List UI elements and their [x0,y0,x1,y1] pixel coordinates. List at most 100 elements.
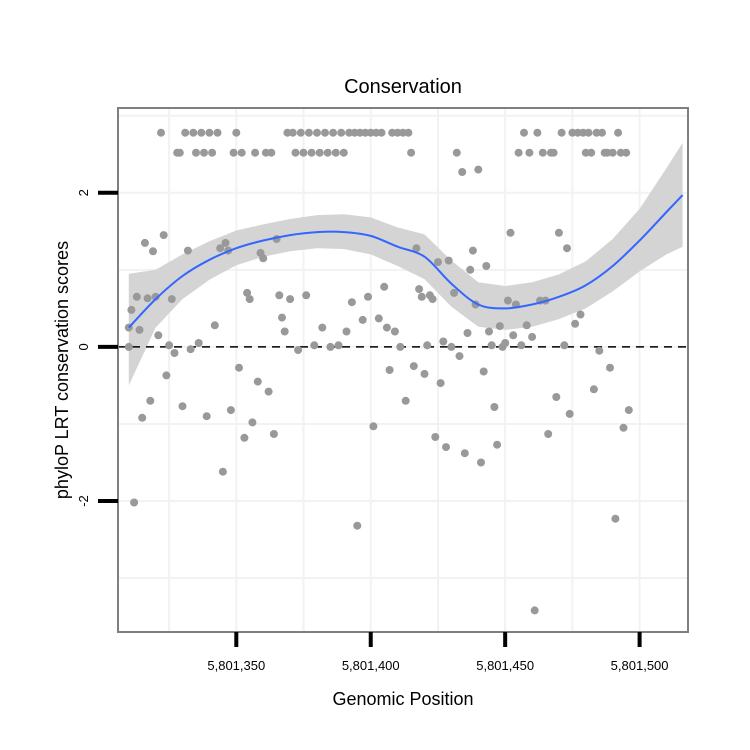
data-point [412,244,421,253]
data-point [269,430,278,438]
data-point [210,321,219,330]
data-point [358,315,367,324]
data-point [216,244,225,253]
data-point [434,258,442,267]
x-tick-label: 5,801,500 [611,658,669,673]
data-point [544,430,553,438]
data-point [514,148,523,157]
data-point [587,148,596,157]
data-point [557,128,566,137]
data-point [407,148,416,157]
data-point [533,128,542,137]
data-point [493,440,502,449]
data-point [221,238,230,247]
data-point [218,467,227,476]
data-point [280,327,289,336]
data-point [315,148,324,157]
data-point [377,128,386,137]
data-point [232,128,241,137]
data-point [420,369,429,378]
data-point [321,128,329,137]
data-point [264,387,273,396]
data-point [401,396,410,405]
data-point [353,521,362,530]
panel-border [117,107,689,633]
data-point [286,295,295,304]
data-point [267,148,276,157]
data-point [530,606,539,615]
data-point [423,341,432,350]
data-point [509,331,518,340]
data-points [124,128,633,615]
data-point [624,406,633,415]
x-tick-label: 5,801,450 [476,658,534,673]
y-axis-title: phyloP LRT conservation scores [52,241,72,499]
data-point [205,128,214,137]
data-point [382,323,391,332]
data-point [495,322,504,331]
data-point [442,443,450,452]
data-point [186,345,195,354]
data-point [576,310,585,319]
data-point [522,321,531,330]
data-point [455,352,464,361]
data-point [380,282,389,291]
data-point [310,341,319,350]
data-point [313,128,321,137]
data-point [385,366,394,374]
data-point [563,244,571,253]
data-point [237,148,246,157]
data-point [251,148,260,157]
data-point [149,247,157,256]
data-point [342,327,351,336]
data-point [235,363,243,372]
data-point [409,362,418,371]
data-point [291,148,300,157]
data-point [143,294,152,303]
data-point [326,342,335,351]
data-point [159,231,168,240]
data-point [200,148,208,157]
data-point [479,367,488,376]
data-point [571,319,580,328]
data-point [253,377,262,386]
data-point [192,148,200,157]
data-point [458,168,467,176]
data-point [275,291,284,300]
data-point [347,298,356,307]
data-point [460,449,469,458]
data-point [183,246,192,255]
data-point [619,423,628,432]
data-point [584,128,593,137]
data-point [525,148,534,157]
data-point [296,128,305,137]
data-point [396,342,405,351]
data-point [450,288,459,297]
data-point [229,148,238,157]
data-point [549,148,558,157]
data-point [364,292,372,301]
data-point [439,337,448,346]
data-point [130,498,139,507]
data-point [503,296,512,305]
data-point [337,128,346,137]
data-point [466,265,475,274]
data-point [299,148,308,157]
data-point [194,339,203,347]
data-point [538,148,547,157]
data-point [278,313,286,322]
data-point [369,422,378,431]
data-point [162,371,171,380]
data-point [175,148,184,157]
data-point [167,295,176,304]
data-point [554,228,563,237]
data-point [415,285,424,294]
chart-title: Conservation [344,76,462,98]
data-point [154,331,163,340]
data-point [331,148,340,157]
confidence-band [128,142,683,386]
data-point [482,262,491,270]
data-point [165,341,174,350]
data-point [490,403,499,411]
